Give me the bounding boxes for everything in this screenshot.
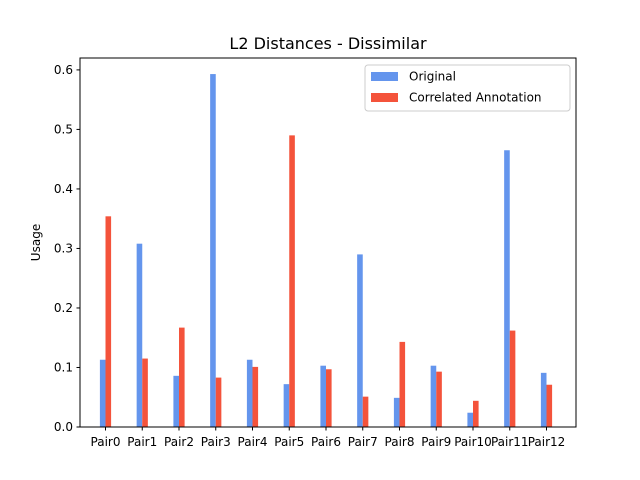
legend-box <box>364 64 571 112</box>
bar-correlated-pair6 <box>326 369 332 427</box>
bar-original-pair12 <box>540 372 547 427</box>
x-tick-label: Pair2 <box>164 435 194 449</box>
x-tick-label: Pair12 <box>528 435 566 449</box>
legend-label: Correlated Annotation <box>409 91 542 105</box>
chart-title: L2 Distances - Dissimilar <box>229 34 427 53</box>
y-tick-label: 0.3 <box>54 241 73 255</box>
y-tick-label: 0.5 <box>54 122 73 136</box>
bar-correlated-pair0 <box>105 216 112 427</box>
x-tick-label: Pair8 <box>385 435 415 449</box>
x-tick-label: Pair10 <box>454 435 492 449</box>
bar-correlated-pair2 <box>179 327 185 427</box>
y-axis-label: Usage <box>29 224 43 261</box>
bar-correlated-pair10 <box>473 400 479 427</box>
x-axis: Pair0 Pair1 Pair2 Pair3 Pair4 Pair5 Pair6 Pair7… <box>91 427 566 449</box>
bars-group <box>99 74 553 427</box>
y-tick-label: 0.0 <box>54 420 73 434</box>
bar-original-pair10 <box>467 412 473 427</box>
x-tick-label: Pair0 <box>91 435 121 449</box>
bar-original-pair11 <box>504 150 510 427</box>
x-tick-label: Pair7 <box>348 435 378 449</box>
legend-swatch <box>371 93 398 102</box>
x-tick-label: Pair6 <box>311 435 341 449</box>
bar-correlated-pair1 <box>142 358 148 427</box>
legend-label: Original <box>409 70 456 84</box>
x-tick-label: Pair1 <box>127 435 157 449</box>
legend: Original Correlated Annotation <box>364 64 571 112</box>
bar-correlated-pair5 <box>289 135 295 427</box>
bar-correlated-pair12 <box>546 384 553 427</box>
legend-swatch <box>371 72 398 81</box>
bar-original-pair6 <box>320 365 326 427</box>
bar-correlated-pair8 <box>399 341 406 427</box>
bar-original-pair8 <box>393 397 400 427</box>
x-tick-label: Pair11 <box>491 435 529 449</box>
bar-original-pair4 <box>246 359 253 427</box>
y-tick-label: 0.2 <box>54 301 73 315</box>
bar-correlated-pair9 <box>436 371 442 427</box>
bar-original-pair0 <box>99 359 106 427</box>
bar-correlated-pair3 <box>215 377 222 427</box>
bar-correlated-pair11 <box>509 330 516 427</box>
bar-original-pair5 <box>283 384 290 427</box>
bar-correlated-pair7 <box>362 396 369 427</box>
x-tick-label: Pair9 <box>421 435 451 449</box>
x-tick-label: Pair3 <box>201 435 231 449</box>
x-tick-label: Pair4 <box>238 435 268 449</box>
bar-original-pair2 <box>173 375 179 427</box>
bar-original-pair7 <box>357 254 363 427</box>
bar-original-pair3 <box>210 74 216 427</box>
bar-correlated-pair4 <box>252 366 259 427</box>
y-axis: 0.0 0.1 0.2 0.3 0.4 0.5 0.6 <box>54 63 80 434</box>
bar-original-pair1 <box>136 243 143 427</box>
bar-original-pair9 <box>430 365 437 427</box>
plot-frame <box>79 57 577 428</box>
y-tick-label: 0.6 <box>54 63 73 77</box>
x-tick-label: Pair5 <box>274 435 304 449</box>
y-tick-label: 0.1 <box>54 360 73 374</box>
y-tick-label: 0.4 <box>54 182 73 196</box>
